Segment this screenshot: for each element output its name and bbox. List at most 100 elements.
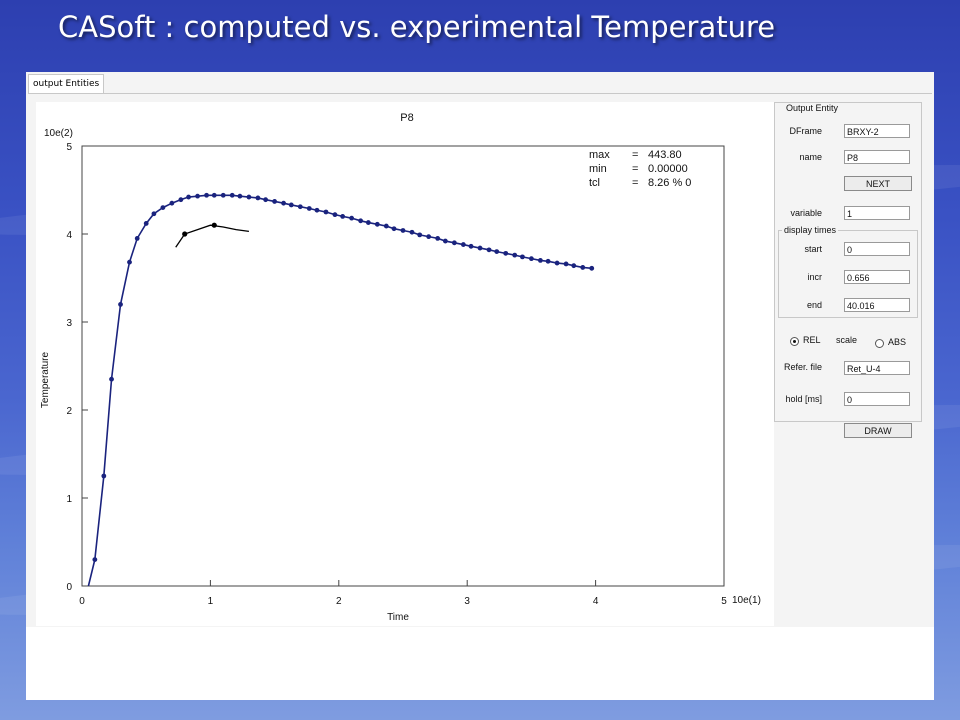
variable-label: variable	[790, 208, 822, 218]
display-times-title: display times	[782, 225, 839, 235]
data-point	[263, 197, 269, 203]
x-scale-label: 10e(1)	[732, 595, 761, 606]
data-point	[151, 211, 157, 217]
scale-label: scale	[836, 335, 858, 345]
x-tick-label: 4	[593, 596, 599, 607]
y-tick-label: 2	[66, 406, 72, 417]
data-point	[503, 250, 509, 256]
data-point	[182, 231, 188, 237]
x-axis-label: Time	[387, 612, 409, 623]
data-point	[255, 195, 261, 201]
data-point	[134, 236, 140, 241]
start-label: start	[804, 244, 822, 254]
abs-radio[interactable]	[875, 339, 884, 348]
next-button[interactable]: NEXT	[844, 176, 912, 191]
output-entity-title: Output Entity	[784, 103, 841, 113]
data-point	[589, 265, 595, 271]
data-point	[143, 221, 149, 226]
tab-divider	[28, 93, 932, 94]
x-tick-label: 0	[79, 596, 85, 607]
data-point	[400, 228, 406, 233]
data-point	[220, 192, 226, 198]
data-point	[160, 205, 166, 210]
data-point	[426, 234, 432, 240]
data-point	[580, 265, 586, 270]
app-body: output Entities P8 10e(2) 10e(1) Time Te…	[26, 72, 934, 627]
end-field[interactable]: 40.016	[844, 298, 910, 312]
y-axis-label: Temperature	[40, 351, 51, 408]
stat-label: tcl	[589, 177, 600, 189]
data-point	[460, 242, 466, 247]
y-tick-label: 3	[66, 318, 72, 329]
data-point	[494, 249, 500, 255]
stat-label: max	[589, 149, 610, 161]
data-point	[358, 218, 364, 224]
stat-equals: =	[632, 149, 638, 161]
data-point	[486, 247, 492, 253]
data-point	[118, 302, 123, 307]
data-point	[554, 260, 560, 266]
data-point	[545, 258, 551, 264]
output-entity-frame	[774, 102, 922, 422]
data-point	[340, 214, 346, 219]
chart-title: P8	[400, 112, 413, 124]
hold-field[interactable]: 0	[844, 392, 910, 406]
end-label: end	[806, 300, 822, 310]
data-point	[349, 215, 355, 221]
data-point	[332, 212, 338, 218]
data-point	[409, 229, 415, 235]
stat-label: min	[589, 163, 607, 175]
y-tick-label: 0	[66, 582, 72, 593]
data-point	[246, 194, 252, 200]
stat-value: 8.26 % 0	[648, 177, 691, 189]
data-point	[571, 263, 577, 269]
data-point	[383, 223, 389, 229]
data-point	[272, 199, 277, 204]
data-point	[169, 200, 175, 206]
x-tick-label: 3	[464, 596, 470, 607]
data-point	[109, 376, 114, 382]
data-point	[101, 473, 107, 479]
variable-field[interactable]: 1	[844, 206, 910, 220]
refer-file-field[interactable]: Ret_U-4	[844, 361, 910, 375]
data-point	[306, 206, 312, 211]
data-point	[435, 236, 441, 241]
data-point	[451, 240, 457, 246]
data-point	[520, 254, 525, 260]
draw-button[interactable]: DRAW	[844, 423, 912, 438]
tab-output-entities[interactable]: output Entities	[28, 74, 105, 93]
data-point	[211, 192, 217, 198]
rel-radio[interactable]	[790, 337, 799, 346]
name-label: name	[799, 152, 822, 162]
incr-label: incr	[807, 272, 822, 282]
data-point	[92, 557, 98, 562]
display-times-frame	[778, 230, 918, 318]
data-point	[204, 192, 209, 198]
data-point	[186, 194, 191, 200]
data-point	[529, 256, 534, 262]
x-tick-label: 5	[721, 596, 727, 607]
data-point	[417, 232, 423, 238]
data-point	[288, 202, 294, 208]
plot-frame	[81, 145, 725, 587]
series-line-2	[175, 224, 250, 248]
data-point	[297, 204, 303, 210]
y-scale-label: 10e(2)	[44, 128, 73, 139]
start-field[interactable]: 0	[844, 242, 910, 256]
data-point	[468, 243, 474, 249]
refer-file-label: Refer. file	[783, 362, 822, 372]
drframe-field[interactable]: BRXY-2	[844, 124, 910, 138]
data-point	[178, 197, 184, 203]
data-point	[314, 207, 320, 213]
y-tick-label: 4	[66, 230, 72, 241]
name-field[interactable]: P8	[844, 150, 910, 164]
data-point	[237, 193, 243, 199]
plot-area: P8 10e(2) 10e(1) Time Temperature 0 1 2 3 4 5…	[36, 102, 774, 626]
stat-equals: =	[632, 177, 638, 189]
data-point	[391, 226, 397, 232]
incr-field[interactable]: 0.656	[844, 270, 910, 284]
y-tick-label: 5	[66, 142, 72, 153]
stat-value: 0.00000	[648, 163, 688, 175]
output-entity-panel: Output Entity DFrame BRXY-2 name P8 NEXT…	[774, 102, 924, 626]
data-point	[127, 259, 132, 265]
